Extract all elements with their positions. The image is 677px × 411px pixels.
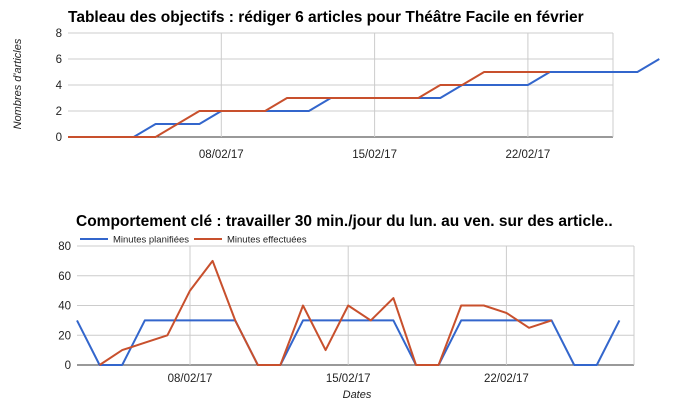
chart2-x-ticks: 08/02/17 15/02/17 22/02/17 (168, 373, 529, 385)
chart1-x-tick-label: 22/02/17 (506, 149, 551, 161)
chart1-y-tick-label: 6 (56, 54, 62, 66)
key-behavior-chart: Comportement clé : travailler 30 min./jo… (58, 213, 635, 401)
chart2-legend: Minutes planifiées Minutes effectuées (80, 235, 307, 246)
chart1-x-tick-label: 08/02/17 (199, 149, 244, 161)
chart2-y-tick-label: 20 (58, 330, 71, 342)
articles-goal-chart: Tableau des objectifs : rédiger 6 articl… (12, 9, 660, 161)
chart2-y-tick-label: 80 (58, 241, 71, 253)
chart2-y-ticks: 0 20 40 60 80 (58, 241, 71, 372)
chart2-x-tick-label: 22/02/17 (484, 373, 529, 385)
chart1-y-axis-label: Nombres d'articles (12, 38, 24, 129)
legend-label-planned: Minutes planifiées (113, 235, 189, 246)
chart1-y-tick-label: 0 (56, 132, 62, 144)
chart2-y-tick-label: 0 (65, 360, 71, 372)
chart1-x-ticks: 08/02/17 15/02/17 22/02/17 (199, 149, 550, 161)
chart2-series (76, 259, 621, 366)
chart1-y-ticks: 0 2 4 6 8 (56, 28, 63, 144)
chart1-series (68, 58, 660, 138)
chart2-x-tick-label: 15/02/17 (326, 373, 371, 385)
chart2-series-planned-line (76, 319, 621, 366)
chart1-title: Tableau des objectifs : rédiger 6 articl… (68, 9, 584, 26)
chart2-series-actual-line (99, 259, 552, 366)
chart1-y-tick-label: 8 (56, 28, 62, 40)
chart2-title: Comportement clé : travailler 30 min./jo… (76, 213, 613, 230)
chart2-x-tick-label: 08/02/17 (168, 373, 213, 385)
chart2-y-tick-label: 60 (58, 271, 71, 283)
chart1-x-tick-label: 15/02/17 (352, 149, 397, 161)
chart1-series-actual-line (68, 71, 550, 138)
chart2-x-axis-label: Dates (343, 389, 372, 401)
chart1-y-tick-label: 2 (56, 106, 62, 118)
legend-label-done: Minutes effectuées (227, 235, 307, 246)
chart1-gridlines (68, 32, 614, 138)
chart2-y-tick-label: 40 (58, 301, 71, 313)
chart1-y-tick-label: 4 (56, 80, 63, 92)
chart2-gridlines (77, 245, 635, 366)
